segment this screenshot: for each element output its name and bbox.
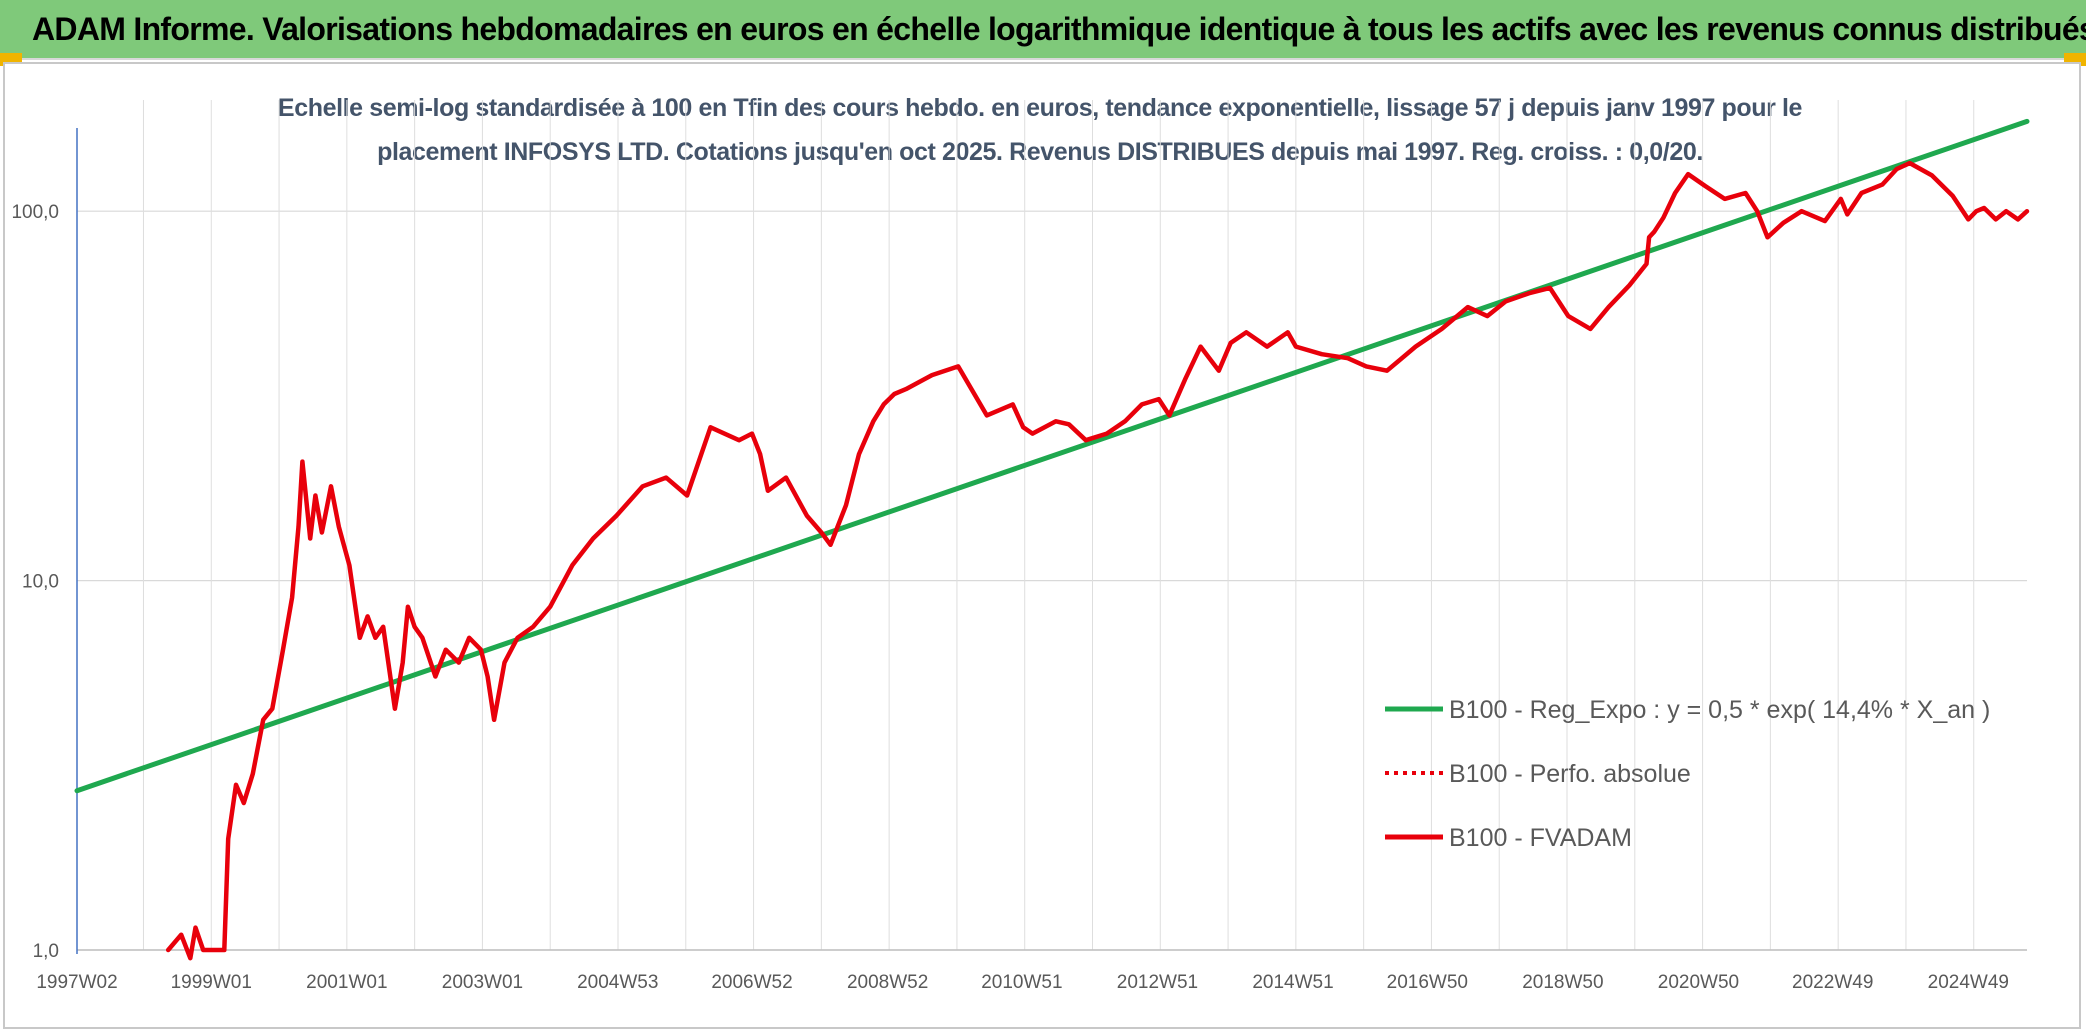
- x-tick-label: 2001W01: [306, 972, 387, 993]
- series-lines: [74, 118, 2030, 961]
- y-tick-label: 10,0: [22, 572, 59, 593]
- x-tick-label: 2010W51: [981, 972, 1062, 993]
- axis-ticks: 1,0 10,0 100,0 1997W02 1999W01 2001W01 2003W01…: [11, 202, 2009, 993]
- x-tick-label: 2020W50: [1658, 972, 1739, 993]
- x-tick-label: 2004W53: [577, 972, 658, 993]
- x-tick-label: 2024W49: [1928, 972, 2009, 993]
- series-line-2: [165, 160, 2030, 961]
- x-tick-label: 2014W51: [1252, 972, 1333, 993]
- legend-label: B100 - Reg_Expo : y = 0,5 * exp( 14,4% *…: [1449, 696, 1990, 724]
- x-tick-label: 2008W52: [847, 972, 928, 993]
- report-title: ADAM Informe. Valorisations hebdomadaire…: [32, 11, 2086, 47]
- x-tick-label: 2022W49: [1792, 972, 1873, 993]
- legend: B100 - Reg_Expo : y = 0,5 * exp( 14,4% *…: [1385, 696, 1990, 852]
- legend-label: B100 - FVADAM: [1449, 824, 1632, 852]
- x-tick-label: 2018W50: [1522, 972, 1603, 993]
- x-tick-label: 2016W50: [1387, 972, 1468, 993]
- x-tick-label: 1997W02: [36, 972, 117, 993]
- y-tick-label: 100,0: [11, 202, 59, 223]
- grid-lines: [77, 100, 2027, 951]
- x-tick-label: 2006W52: [711, 972, 792, 993]
- report-banner: ADAM Informe. Valorisations hebdomadaire…: [0, 0, 2086, 60]
- x-tick-label: 2012W51: [1117, 972, 1198, 993]
- series-line-0: [74, 118, 2030, 794]
- legend-label: B100 - Perfo. absolue: [1449, 760, 1691, 788]
- y-tick-label: 1,0: [33, 941, 59, 962]
- x-tick-label: 1999W01: [171, 972, 252, 993]
- chart-title: Echelle semi-log standardisée à 100 en T…: [277, 94, 1803, 166]
- x-tick-label: 2003W01: [442, 972, 523, 993]
